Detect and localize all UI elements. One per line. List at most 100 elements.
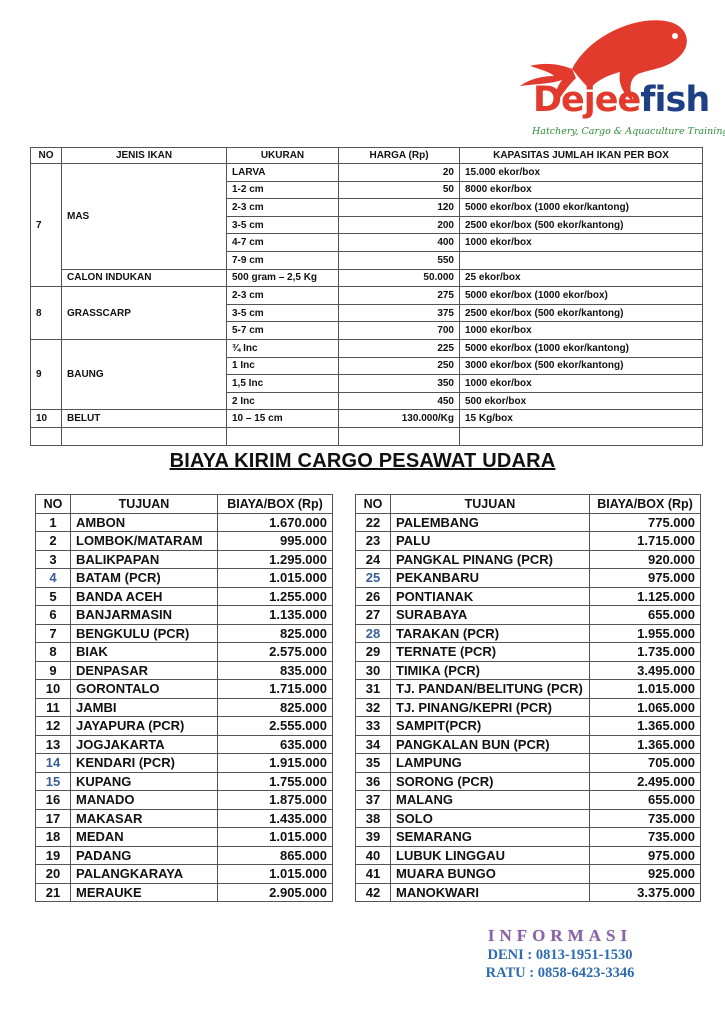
size-cell: 3-5 cm — [226, 303, 339, 323]
cost-cell: 1.435.000 — [217, 808, 333, 828]
table-row: 6 BANJARMASIN 1.135.000 — [35, 605, 333, 625]
no-cell: 5 — [35, 586, 71, 606]
empty-cell — [226, 426, 339, 446]
price-cell: 50.000 — [338, 268, 460, 288]
table-row: 38 SOLO 735.000 — [355, 808, 701, 828]
no-cell: 13 — [35, 734, 71, 754]
table-row: 1 Inc 250 3000 ekor/box (500 ekor/kantong) — [31, 356, 703, 376]
cost-cell: 925.000 — [589, 864, 701, 884]
fish-logo-icon — [520, 20, 687, 104]
no-cell: 30 — [355, 660, 391, 680]
cost-cell: 705.000 — [589, 753, 701, 773]
no-cell: 15 — [35, 771, 71, 791]
no-cell: 3 — [35, 549, 71, 569]
destination-cell: SOLO — [390, 808, 590, 828]
destination-cell: MALANG — [390, 790, 590, 810]
col-header: TUJUAN — [390, 494, 590, 514]
no-cell: 9 — [30, 338, 62, 411]
capacity-cell: 2500 ekor/box (500 ekor/kantong) — [459, 303, 703, 323]
col-header: BIAYA/BOX (Rp) — [217, 494, 333, 514]
no-cell: 25 — [355, 568, 391, 588]
price-cell: 130.000/Kg — [338, 409, 460, 428]
info-heading: INFORMASI — [487, 926, 633, 945]
capacity-cell: 2500 ekor/box (500 ekor/kantong) — [459, 215, 703, 235]
table-row: 32 TJ. PINANG/KEPRI (PCR) 1.065.000 — [355, 697, 701, 717]
no-cell: 31 — [355, 679, 391, 699]
capacity-cell: 8000 ekor/box — [459, 180, 703, 200]
cost-cell: 1.015.000 — [217, 864, 333, 884]
destination-cell: SORONG (PCR) — [390, 771, 590, 791]
destination-cell: GORONTALO — [70, 679, 218, 699]
no-cell: 8 — [30, 286, 62, 340]
cost-cell: 865.000 — [217, 845, 333, 865]
no-cell: 39 — [355, 827, 391, 847]
price-cell: 225 — [338, 338, 460, 358]
col-header: NO — [30, 147, 62, 164]
size-cell: 1-2 cm — [226, 180, 339, 200]
no-cell: 18 — [35, 827, 71, 847]
table-row: 10 BELUT 10 – 15 cm 130.000/Kg 15 Kg/box — [30, 409, 703, 428]
empty-cell — [459, 426, 703, 446]
no-cell: 6 — [35, 605, 71, 625]
no-cell: 23 — [355, 531, 391, 551]
contact-info: INFORMASI DENI : 0813-1951-1530 RATU : 0… — [470, 926, 650, 982]
capacity-cell: 3000 ekor/box (500 ekor/kantong) — [459, 356, 703, 376]
cost-cell: 2.555.000 — [217, 716, 333, 736]
destination-cell: BENGKULU (PCR) — [70, 623, 218, 643]
table-row: 8 BIAK 2.575.000 — [35, 642, 333, 662]
capacity-cell: 15.000 ekor/box — [459, 163, 703, 182]
destination-cell: PALANGKARAYA — [70, 864, 218, 884]
cost-cell: 3.495.000 — [589, 660, 701, 680]
no-cell: 16 — [35, 790, 71, 810]
table-row: 9 DENPASAR 835.000 — [35, 660, 333, 680]
species-cell: BAUNG — [61, 338, 227, 411]
table-row: 22 PALEMBANG 775.000 — [355, 512, 701, 532]
size-cell: LARVA — [226, 163, 339, 182]
destination-cell: PALEMBANG — [390, 512, 590, 532]
table-row: 1,5 Inc 350 1000 ekor/box — [31, 374, 703, 393]
cost-cell: 920.000 — [589, 549, 701, 569]
cost-cell: 1.670.000 — [217, 512, 333, 532]
size-cell: 10 – 15 cm — [226, 409, 339, 428]
table-row: 35 LAMPUNG 705.000 — [355, 753, 701, 773]
size-cell: 2 Inc — [226, 391, 339, 411]
destination-cell: PANGKAL PINANG (PCR) — [390, 549, 590, 569]
no-cell: 34 — [355, 734, 391, 754]
cost-cell: 1.015.000 — [217, 568, 333, 588]
no-cell: 22 — [355, 512, 391, 532]
table-row: 1-2 cm 50 8000 ekor/box — [31, 180, 703, 200]
table-row: 28 TARAKAN (PCR) 1.955.000 — [355, 623, 701, 643]
table-row: 23 PALU 1.715.000 — [355, 531, 701, 551]
no-cell: 12 — [35, 716, 71, 736]
cost-cell: 655.000 — [589, 605, 701, 625]
table-row: 5 BANDA ACEH 1.255.000 — [35, 586, 333, 606]
cost-cell: 1.715.000 — [217, 679, 333, 699]
no-cell: 42 — [355, 882, 391, 902]
size-cell: 7-9 cm — [226, 250, 339, 270]
table-row: 33 SAMPIT(PCR) 1.365.000 — [355, 716, 701, 736]
no-cell: 7 — [35, 623, 71, 643]
capacity-cell: 5000 ekor/box (1000 ekor/kantong) — [459, 338, 703, 358]
empty-cell — [61, 426, 227, 446]
table-row: 36 SORONG (PCR) 2.495.000 — [355, 771, 701, 791]
table-row: 27 SURABAYA 655.000 — [355, 605, 701, 625]
cost-cell: 2.905.000 — [217, 882, 333, 902]
table-row: 2 Inc 450 500 ekor/box — [31, 391, 703, 411]
destination-cell: KUPANG — [70, 771, 218, 791]
destination-cell: BATAM (PCR) — [70, 568, 218, 588]
size-cell: 3-5 cm — [226, 215, 339, 235]
no-cell: 26 — [355, 586, 391, 606]
price-cell: 700 — [338, 321, 460, 340]
no-cell: 7 — [30, 162, 62, 288]
size-cell: 500 gram – 2,5 Kg — [226, 268, 339, 288]
table-row: 2 LOMBOK/MATARAM 995.000 — [35, 531, 333, 551]
table-row: 14 KENDARI (PCR) 1.915.000 — [35, 753, 333, 773]
destination-cell: PADANG — [70, 845, 218, 865]
species-cell: GRASSCARP — [61, 286, 227, 340]
no-cell: 35 — [355, 753, 391, 773]
no-cell: 21 — [35, 882, 71, 902]
destination-cell: TIMIKA (PCR) — [390, 660, 590, 680]
size-cell: ¾ Inc — [226, 338, 339, 358]
contact-line: RATU : 0858-6423-3346 — [485, 965, 635, 981]
destination-cell: BIAK — [70, 642, 218, 662]
